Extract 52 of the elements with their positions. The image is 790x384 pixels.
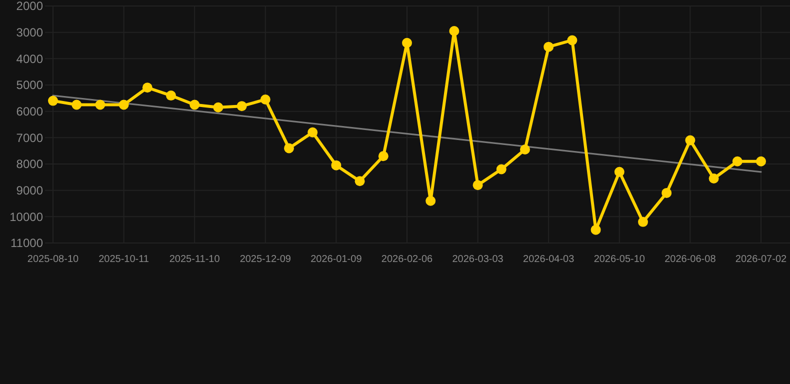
point [190, 100, 200, 110]
point [614, 166, 624, 177]
point [118, 100, 129, 110]
point [662, 188, 672, 198]
point [213, 102, 224, 112]
x-tick-label: 2026-01-09 [310, 254, 362, 265]
y-tick-label: 11000 [10, 236, 44, 250]
y-tick-label: 7000 [16, 130, 44, 145]
y-tick-label: 8000 [16, 157, 44, 172]
x-tick-label: 2026-06-08 [664, 254, 716, 265]
point [48, 96, 58, 106]
point [472, 180, 483, 190]
point [331, 160, 342, 170]
point [590, 224, 601, 235]
y-tick-label: 4000 [16, 52, 44, 66]
point [426, 196, 436, 206]
x-tick-label: 2026-02-06 [381, 254, 434, 265]
point [72, 100, 82, 110]
point [496, 164, 506, 174]
x-tick-label: 2026-03-03 [452, 254, 504, 265]
point [732, 156, 742, 166]
point [544, 42, 554, 52]
point [236, 101, 247, 112]
y-tick-label: 6000 [16, 104, 44, 119]
y-tick-label: 5000 [16, 78, 44, 92]
y-tick-label: 9000 [16, 184, 44, 198]
x-tick-label: 2026-04-03 [523, 254, 575, 265]
x-tick-label: 2026-07-02 [735, 254, 788, 265]
y-tick-label: 10000 [10, 210, 44, 224]
point [260, 94, 270, 104]
point [284, 143, 294, 154]
point [756, 156, 766, 166]
point [685, 135, 696, 146]
point [567, 35, 578, 46]
point [708, 173, 719, 184]
point [638, 216, 648, 227]
x-tick-label: 2026-05-10 [594, 254, 646, 265]
x-tick-label: 2025-10-11 [98, 254, 150, 265]
point [354, 176, 365, 186]
x-tick-label: 2025-08-10 [27, 254, 80, 265]
y-tick-label: 3000 [16, 26, 44, 40]
point [166, 90, 176, 101]
point [308, 127, 318, 138]
point [449, 26, 460, 36]
point [95, 100, 106, 110]
point [520, 144, 530, 155]
y-tick-label: 2000 [16, 0, 44, 14]
point [402, 38, 412, 48]
point [378, 151, 388, 162]
point [142, 82, 152, 93]
x-tick-label: 2025-12-09 [240, 254, 292, 265]
x-tick-label: 2025-11-10 [169, 254, 220, 265]
